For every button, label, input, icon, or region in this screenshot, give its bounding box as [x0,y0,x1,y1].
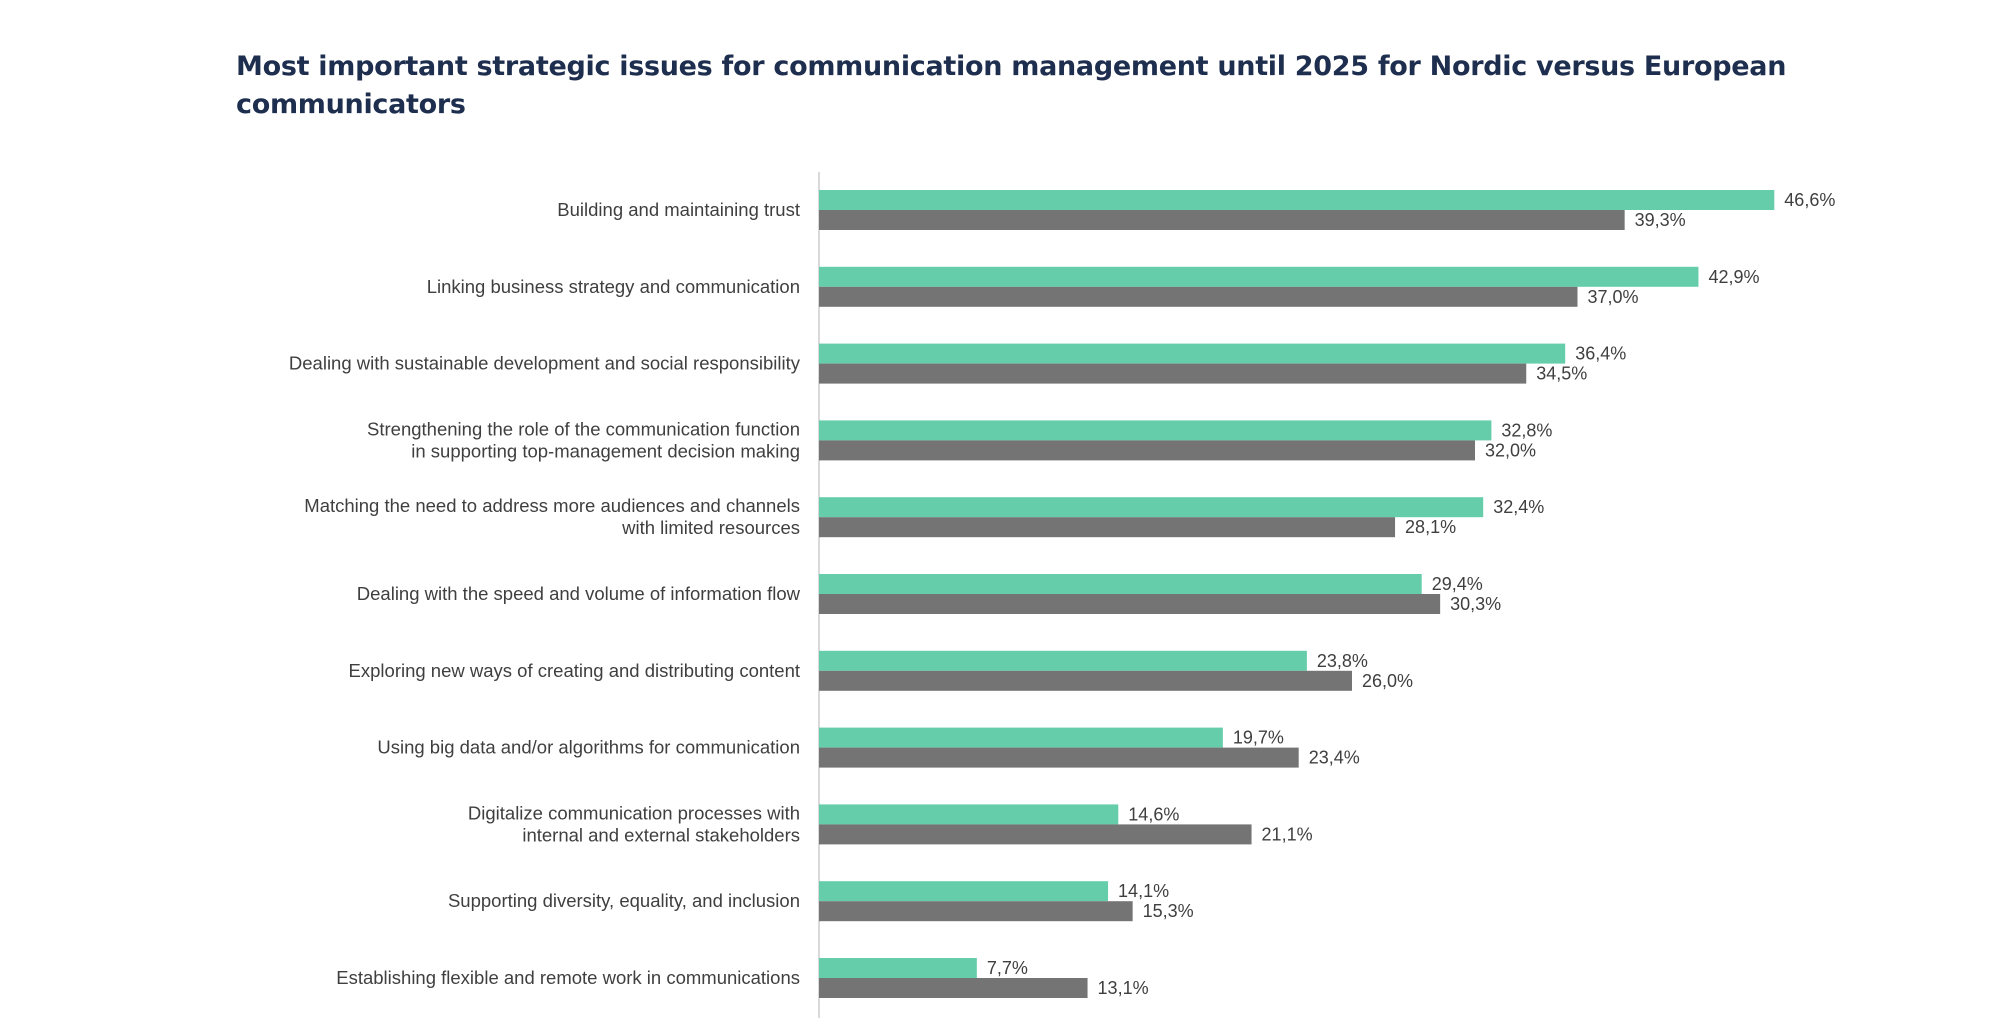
bar-series-2 [819,901,1133,922]
bar-series-2 [819,978,1088,998]
data-label: 42,9% [1708,267,1759,287]
category-label-line: Supporting diversity, equality, and incl… [448,890,800,911]
bar-series-2 [819,824,1252,845]
category-label-line: Linking business strategy and communicat… [427,276,800,297]
bar-series-1 [819,727,1223,748]
data-label: 14,6% [1128,804,1179,824]
data-label: 32,8% [1501,420,1552,440]
bar-series-1 [819,497,1484,518]
data-label: 26,0% [1362,671,1413,691]
data-label: 14,1% [1118,881,1169,901]
bar-series-1 [819,343,1566,364]
data-label: 29,4% [1432,574,1483,594]
category-label: Supporting diversity, equality, and incl… [448,890,800,911]
category-label-line: Matching the need to address more audien… [304,495,800,516]
bar-series-2 [819,517,1396,538]
data-label: 39,3% [1635,210,1686,230]
category-label: Exploring new ways of creating and distr… [349,660,800,681]
category-label-line: Strengthening the role of the communicat… [367,418,800,439]
bar-series-1 [819,574,1422,594]
category-label-line: internal and external stakeholders [522,824,800,845]
data-label: 23,8% [1317,651,1368,671]
category-label-line: Dealing with the speed and volume of inf… [357,583,801,604]
data-label: 46,6% [1784,190,1835,210]
data-label: 21,1% [1262,824,1313,844]
data-label: 28,1% [1405,517,1456,537]
category-label: Digitalize communication processes with i… [468,802,800,845]
chart-title: Most important strategic issues for comm… [236,51,1787,120]
data-label: 32,4% [1493,497,1544,517]
bar-series-2 [819,594,1441,614]
data-label: 13,1% [1098,978,1149,998]
category-label-line: Using big data and/or algorithms for com… [377,737,800,758]
bar-series-2 [819,210,1625,230]
bar-series-2 [819,363,1527,384]
bar-series-1 [819,958,977,978]
data-label: 37,0% [1588,287,1639,307]
category-label-line: with limited resources [621,517,800,538]
category-label: Building and maintaining trust [557,199,800,220]
bar-series-2 [819,440,1475,461]
bar-series-1 [819,804,1119,825]
bar-series-1 [819,190,1775,210]
data-label: 23,4% [1309,748,1360,768]
category-label: Using big data and/or algorithms for com… [377,737,800,758]
bar-series-2 [819,747,1299,768]
data-label: 30,3% [1450,594,1501,614]
data-label: 32,0% [1485,440,1536,460]
bar-series-1 [819,650,1307,671]
data-label: 15,3% [1143,901,1194,921]
category-label: Strengthening the role of the communicat… [367,418,800,461]
category-label: Linking business strategy and communicat… [427,276,800,297]
category-label-line: in supporting top-management decision ma… [411,440,800,461]
value-labels: 46,6% 39,3% 42,9% 37,0% 36,4%34,5% 32,8%32,0%… [987,190,1835,998]
category-label: Dealing with sustainable development and… [289,353,801,374]
category-label: Matching the need to address more audien… [304,495,800,538]
category-label-line: Dealing with sustainable development and… [289,353,801,374]
category-label-line: Digitalize communication processes with [468,802,800,823]
category-label-line: Establishing flexible and remote work in… [336,967,800,988]
category-label: Establishing flexible and remote work in… [336,967,800,988]
category-labels: Building and maintaining trust Linking bu… [289,199,801,988]
bar-series-1 [819,420,1492,441]
data-label: 19,7% [1233,728,1284,748]
data-label: 7,7% [987,958,1028,978]
bar-series-1 [819,266,1699,287]
category-label-line: Exploring new ways of creating and distr… [349,660,800,681]
data-label: 36,4% [1575,344,1626,364]
bar-series-2 [819,670,1352,691]
bar-series-1 [819,881,1109,902]
data-label: 34,5% [1536,364,1587,384]
bar-series-2 [819,286,1578,307]
bars [819,190,1775,998]
category-label: Dealing with the speed and volume of inf… [357,583,801,604]
category-label-line: Building and maintaining trust [557,199,800,220]
